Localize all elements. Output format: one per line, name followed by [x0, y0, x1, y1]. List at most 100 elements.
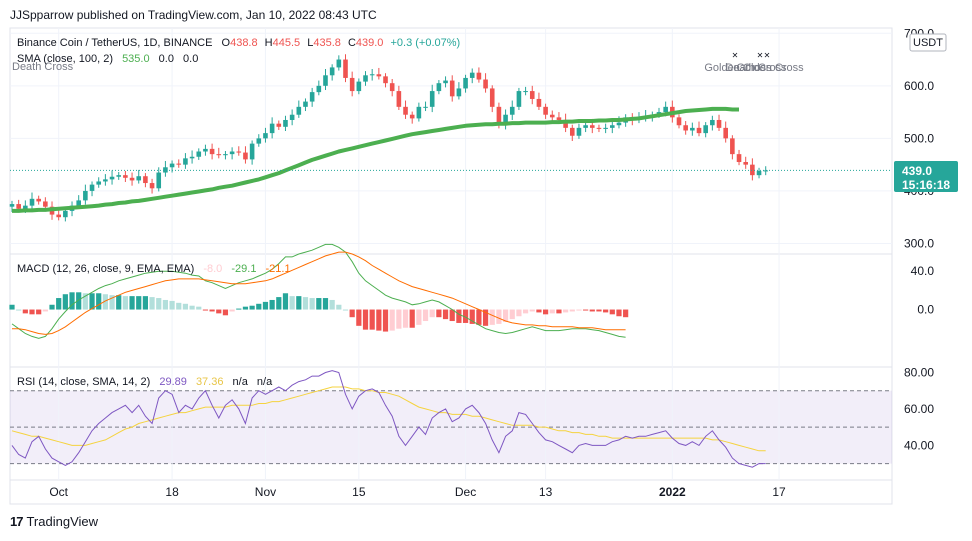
macd-hist-bar	[22, 309, 28, 314]
candle-body	[43, 201, 48, 207]
macd-hist-bar	[16, 309, 22, 311]
cross-overlap-text: Death Cross	[12, 61, 74, 73]
macd-hist-bar	[502, 309, 509, 322]
candle-body	[56, 214, 61, 218]
candle-body	[303, 101, 308, 107]
macd-hist-bar	[76, 292, 82, 310]
rsi-legend-na2: n/a	[257, 376, 273, 388]
candle-body	[309, 92, 315, 102]
candle-body	[563, 119, 568, 128]
macd-hist-bar	[216, 309, 222, 314]
candle-body	[276, 123, 282, 127]
close-value: 439.0	[356, 37, 384, 49]
macd-hist-bar	[162, 299, 169, 310]
macd-hist-bar	[382, 309, 389, 332]
candle-body	[243, 152, 248, 160]
macd-hist-bar	[136, 296, 142, 310]
macd-hist-bar	[69, 292, 75, 310]
macd-hist-bar	[96, 293, 102, 310]
macd-hist-bar	[496, 309, 502, 324]
candle-body	[543, 106, 548, 115]
macd-hist-bar	[583, 309, 589, 311]
candle-body	[529, 91, 535, 99]
macd-hist-bar	[362, 309, 369, 330]
macd-hist-bar	[29, 309, 35, 315]
currency-badge[interactable]: USDT	[909, 33, 947, 52]
candle-body	[403, 106, 408, 115]
candle-body	[383, 76, 388, 84]
candle-body	[690, 127, 695, 131]
macd-hist-bar	[89, 293, 95, 310]
macd-hist-bar	[102, 294, 108, 310]
candle-body	[163, 167, 168, 173]
macd-hist-bar	[82, 293, 88, 310]
candle-body	[576, 127, 582, 136]
macd-hist-bar	[462, 309, 469, 323]
candle-body	[283, 119, 288, 127]
macd-hist-bar	[516, 309, 522, 317]
sma-legend-title: SMA (close, 100, 2)	[17, 53, 113, 65]
candle-body	[149, 183, 155, 189]
candle-body	[456, 88, 462, 97]
rsi-legend-value: 29.89	[159, 376, 187, 388]
candle-body	[676, 117, 682, 126]
publisher-line: JJSpparrow published on TradingView.com,…	[10, 8, 377, 22]
candle-body	[209, 148, 215, 155]
macd-hist-bar	[236, 308, 242, 310]
rsi-line	[11, 370, 766, 468]
candle-body	[509, 106, 515, 115]
macd-legend-signal: -21.1	[266, 263, 291, 275]
candle-body	[269, 123, 275, 134]
tradingview-logo[interactable]: 17 TradingView	[10, 514, 98, 529]
candle-body	[9, 204, 15, 207]
macd-hist-bar	[349, 309, 355, 318]
candle-body	[16, 204, 21, 209]
macd-hist-bar	[196, 306, 202, 310]
macd-hist-bar	[276, 297, 282, 310]
macd-hist-bar	[316, 298, 322, 310]
candle-body	[743, 162, 748, 165]
rsi-legend-title: RSI (14, close, SMA, 14, 2)	[17, 376, 150, 388]
candle-body	[369, 74, 375, 76]
candle-body	[89, 184, 95, 191]
macd-histogram	[9, 292, 629, 332]
symbol-name: Binance Coin / TetherUS, 1D, BINANCE	[17, 37, 212, 49]
candle-body	[416, 106, 422, 119]
macd-hist-bar	[209, 309, 215, 312]
macd-hist-bar	[49, 304, 55, 310]
candle-body	[409, 114, 415, 119]
macd-hist-bar	[596, 309, 602, 312]
candle-body	[343, 59, 348, 78]
macd-hist-bar	[476, 309, 482, 325]
macd-hist-bar	[442, 309, 449, 320]
rsi-ma-line	[11, 386, 766, 452]
candle-body	[736, 154, 742, 163]
sma-legend: SMA (close, 100, 2) 535.0 0.0 0.0	[17, 53, 198, 65]
macd-hist-bar	[309, 298, 315, 310]
candle-body	[443, 80, 448, 84]
macd-hist-bar	[469, 309, 475, 324]
countdown-timer: 15:16:18	[902, 178, 950, 192]
candle-body	[129, 177, 135, 181]
candle-body	[183, 158, 188, 165]
candle-body	[249, 143, 255, 160]
candle-body	[203, 148, 208, 152]
candle-body	[549, 114, 555, 118]
macd-hist-bar	[329, 299, 335, 310]
macd-hist-bar	[229, 309, 235, 312]
candle-body	[469, 72, 475, 78]
candle-body	[476, 72, 482, 80]
macd-hist-bar	[603, 309, 609, 313]
candle-body	[176, 163, 182, 165]
current-price-value: 439.0	[902, 164, 932, 178]
macd-hist-bar	[376, 309, 382, 331]
macd-hist-bar	[396, 309, 402, 329]
cross-marker-2: ✕	[757, 51, 764, 60]
candle-body	[716, 119, 722, 128]
current-price-label: 439.0 15:16:18	[894, 161, 958, 192]
candle-body	[116, 175, 122, 177]
macd-hist-bar	[429, 309, 435, 318]
macd-hist-bar	[129, 296, 135, 310]
macd-hist-bar	[176, 302, 182, 310]
